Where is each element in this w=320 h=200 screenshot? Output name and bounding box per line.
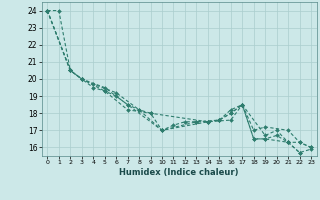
X-axis label: Humidex (Indice chaleur): Humidex (Indice chaleur) [119,168,239,177]
